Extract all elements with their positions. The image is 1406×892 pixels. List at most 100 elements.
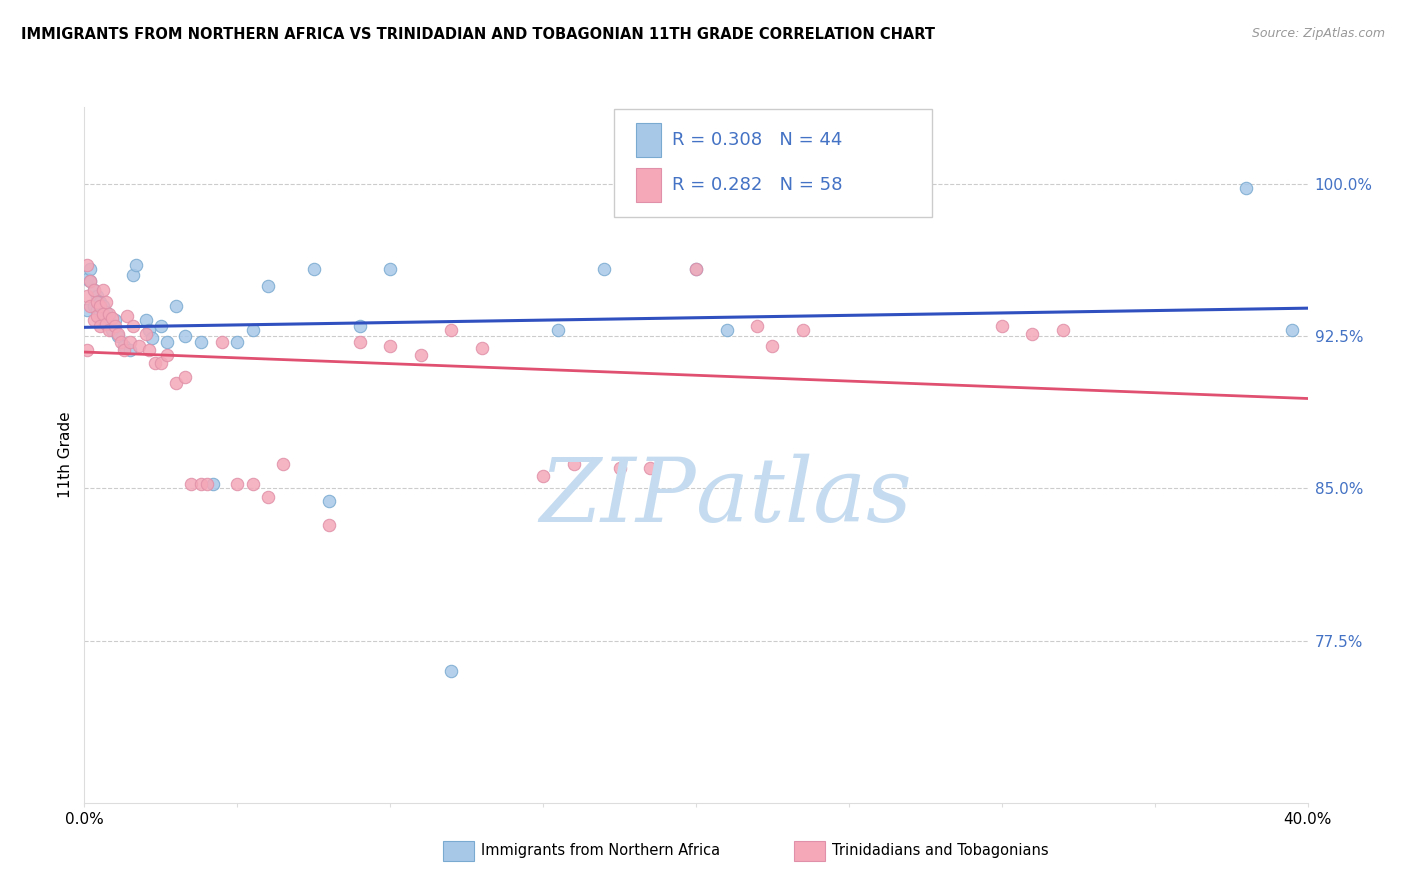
Point (94, 294, 117, 309)
Point (165, 376, 187, 390)
Point (1021, 327, 1043, 342)
Point (89, 294, 111, 309)
Point (471, 342, 494, 356)
Point (86, 288, 108, 302)
Point (242, 323, 264, 337)
Text: atlas: atlas (696, 453, 911, 540)
Point (174, 329, 197, 343)
Point (89, 299, 111, 313)
Point (83, 283, 105, 297)
Point (190, 477, 212, 491)
Point (174, 369, 197, 384)
Text: R = 0.282   N = 58: R = 0.282 N = 58 (672, 177, 842, 194)
Point (91, 299, 114, 313)
Point (349, 319, 371, 334)
Point (120, 335, 142, 350)
Point (609, 461, 631, 475)
Text: R = 0.308   N = 44: R = 0.308 N = 44 (672, 131, 842, 149)
Point (115, 309, 138, 323)
Point (440, 323, 463, 337)
Point (190, 335, 212, 350)
Point (792, 323, 814, 337)
Point (156, 335, 179, 350)
Point (89, 319, 111, 334)
Text: IMMIGRANTS FROM NORTHERN AFRICA VS TRINIDADIAN AND TOBAGONIAN 11TH GRADE CORRELA: IMMIGRANTS FROM NORTHERN AFRICA VS TRINI… (21, 27, 935, 42)
Point (101, 323, 124, 337)
Point (86, 302, 108, 317)
Point (1052, 323, 1074, 337)
Point (638, 461, 661, 475)
Point (79, 275, 101, 289)
Point (141, 331, 163, 345)
Point (112, 339, 135, 353)
Y-axis label: 11th Grade: 11th Grade (58, 411, 73, 499)
Point (409, 347, 432, 361)
Point (349, 335, 371, 350)
Point (257, 490, 280, 504)
Point (83, 313, 105, 327)
Point (112, 343, 135, 358)
Point (318, 517, 340, 532)
Point (135, 313, 157, 327)
Point (226, 477, 249, 491)
Point (685, 262, 707, 277)
Point (195, 477, 218, 491)
Point (83, 283, 105, 297)
Point (165, 299, 187, 313)
Point (91, 313, 114, 327)
Text: Trinidadians and Tobagonians: Trinidadians and Tobagonians (832, 844, 1049, 858)
Point (1236, 181, 1258, 195)
Point (318, 493, 340, 508)
Point (1281, 323, 1303, 337)
Text: ZIP: ZIP (540, 453, 696, 540)
Point (242, 477, 264, 491)
Point (747, 319, 769, 334)
Point (380, 262, 402, 277)
Point (97, 317, 120, 331)
Point (138, 343, 160, 358)
Text: Source: ZipAtlas.com: Source: ZipAtlas.com (1251, 27, 1385, 40)
Point (91, 307, 114, 321)
Point (761, 339, 783, 353)
Point (76, 272, 98, 286)
Point (226, 335, 249, 350)
Point (201, 477, 224, 491)
Point (104, 313, 127, 327)
Point (440, 664, 463, 678)
Point (76, 288, 98, 302)
Point (562, 457, 585, 471)
Point (156, 347, 179, 361)
Point (180, 477, 202, 491)
Point (97, 307, 120, 321)
Point (97, 323, 120, 337)
Point (101, 311, 124, 326)
Point (83, 299, 105, 313)
Point (91, 283, 114, 297)
Point (122, 268, 145, 283)
Point (89, 307, 111, 321)
Text: Immigrants from Northern Africa: Immigrants from Northern Africa (481, 844, 720, 858)
Point (149, 356, 172, 370)
Point (211, 335, 233, 350)
Point (685, 262, 707, 277)
Point (991, 319, 1014, 334)
Point (122, 319, 145, 334)
Point (76, 258, 98, 272)
Point (138, 323, 160, 337)
Point (149, 319, 172, 334)
Point (257, 278, 280, 293)
Point (120, 343, 142, 358)
Point (593, 262, 616, 277)
Point (135, 327, 157, 342)
Point (76, 343, 98, 358)
Point (716, 323, 738, 337)
Point (302, 262, 325, 277)
Point (380, 339, 402, 353)
Point (107, 327, 129, 342)
Point (79, 299, 101, 313)
Point (76, 302, 98, 317)
Point (104, 319, 127, 334)
Point (547, 323, 569, 337)
Point (94, 305, 117, 319)
Point (531, 469, 554, 483)
